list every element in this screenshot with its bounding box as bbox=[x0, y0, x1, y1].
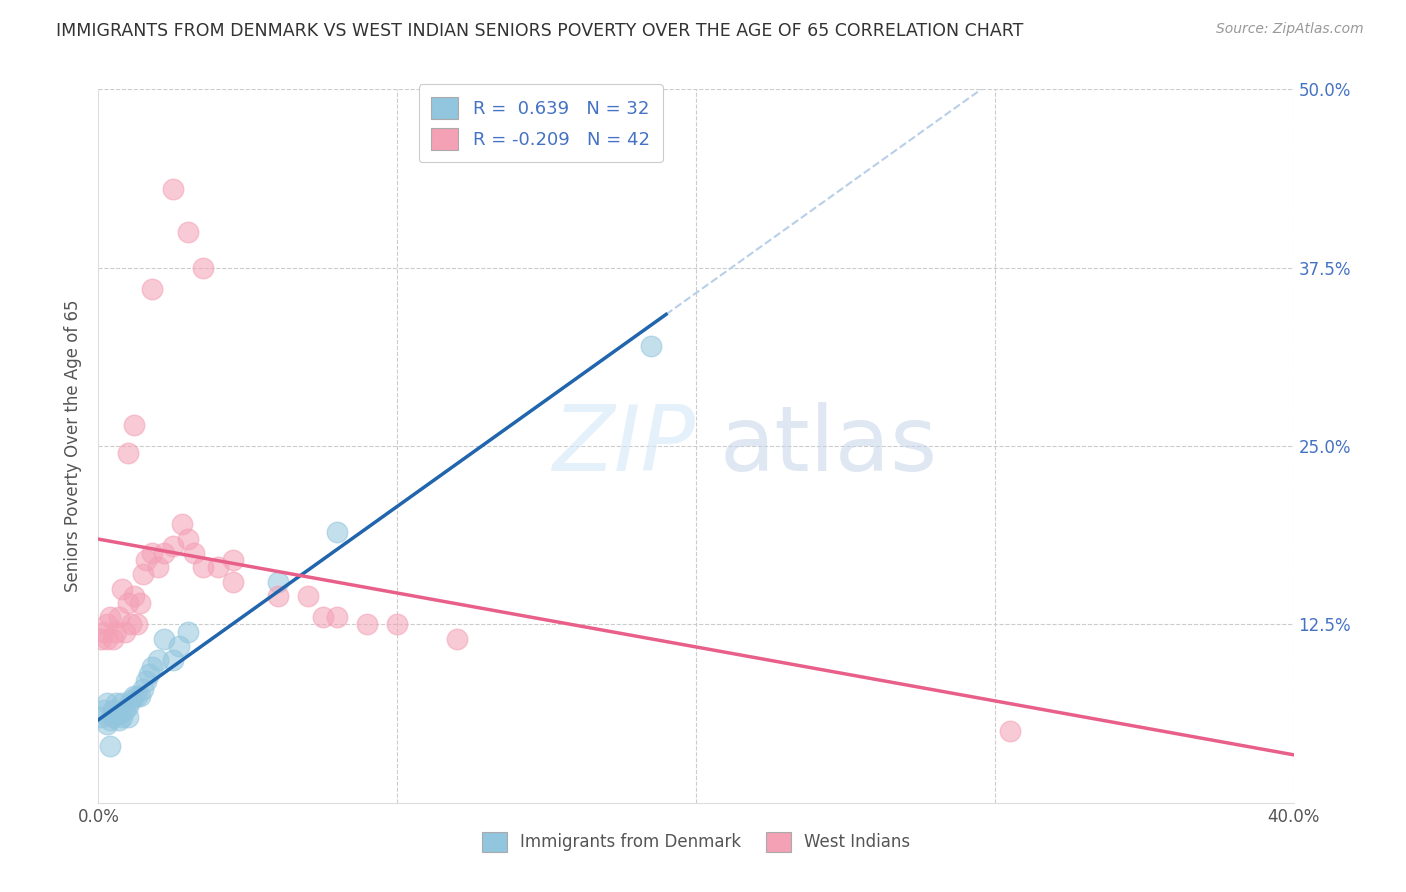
Point bbox=[114, 703, 136, 717]
Point bbox=[297, 589, 319, 603]
Point bbox=[117, 710, 139, 724]
Point bbox=[124, 689, 146, 703]
Point bbox=[148, 653, 170, 667]
Point bbox=[138, 667, 160, 681]
Point bbox=[98, 713, 122, 727]
Point bbox=[90, 710, 112, 724]
Point bbox=[93, 624, 115, 639]
Point bbox=[167, 639, 190, 653]
Point bbox=[177, 624, 200, 639]
Point bbox=[177, 225, 200, 239]
Point bbox=[108, 610, 131, 624]
Point bbox=[98, 610, 122, 624]
Point bbox=[108, 707, 131, 722]
Point bbox=[127, 617, 149, 632]
Point bbox=[114, 624, 136, 639]
Point bbox=[103, 703, 125, 717]
Point bbox=[117, 446, 139, 460]
Point bbox=[267, 574, 290, 589]
Point bbox=[124, 417, 146, 432]
Point bbox=[153, 632, 176, 646]
Point bbox=[267, 589, 290, 603]
Text: atlas: atlas bbox=[720, 402, 938, 490]
Point bbox=[162, 182, 184, 196]
Point bbox=[111, 710, 134, 724]
Point bbox=[96, 617, 118, 632]
Point bbox=[93, 703, 115, 717]
Point bbox=[222, 574, 245, 589]
Point bbox=[129, 596, 152, 610]
Text: ZIP: ZIP bbox=[553, 402, 696, 490]
Point bbox=[96, 632, 118, 646]
Point bbox=[162, 653, 184, 667]
Point bbox=[191, 260, 214, 275]
Point bbox=[141, 546, 163, 560]
Point bbox=[120, 617, 142, 632]
Point bbox=[172, 517, 194, 532]
Point bbox=[98, 739, 122, 753]
Point bbox=[183, 546, 205, 560]
Point bbox=[120, 693, 142, 707]
Point bbox=[385, 617, 409, 632]
Point bbox=[135, 553, 157, 567]
Point bbox=[207, 560, 229, 574]
Point bbox=[103, 632, 125, 646]
Point bbox=[311, 610, 333, 624]
Point bbox=[162, 539, 184, 553]
Point bbox=[96, 717, 118, 731]
Point bbox=[222, 553, 245, 567]
Point bbox=[326, 610, 349, 624]
Point bbox=[141, 282, 163, 296]
Point bbox=[153, 546, 176, 560]
Point bbox=[105, 624, 128, 639]
Point bbox=[356, 617, 378, 632]
Point bbox=[177, 532, 200, 546]
Point bbox=[90, 632, 112, 646]
Point bbox=[132, 681, 155, 696]
Text: Source: ZipAtlas.com: Source: ZipAtlas.com bbox=[1216, 22, 1364, 37]
Point bbox=[132, 567, 155, 582]
Point bbox=[640, 339, 662, 353]
Point bbox=[124, 589, 146, 603]
Point bbox=[998, 724, 1021, 739]
Point bbox=[111, 582, 134, 596]
Text: IMMIGRANTS FROM DENMARK VS WEST INDIAN SENIORS POVERTY OVER THE AGE OF 65 CORREL: IMMIGRANTS FROM DENMARK VS WEST INDIAN S… bbox=[56, 22, 1024, 40]
Point bbox=[148, 560, 170, 574]
Point bbox=[103, 710, 125, 724]
Legend: Immigrants from Denmark, West Indians: Immigrants from Denmark, West Indians bbox=[475, 825, 917, 859]
Point bbox=[105, 696, 128, 710]
Point bbox=[141, 660, 163, 674]
Point bbox=[446, 632, 468, 646]
Point bbox=[117, 698, 139, 713]
Y-axis label: Seniors Poverty Over the Age of 65: Seniors Poverty Over the Age of 65 bbox=[65, 300, 83, 592]
Point bbox=[191, 560, 214, 574]
Point bbox=[108, 713, 131, 727]
Point bbox=[111, 696, 134, 710]
Point bbox=[96, 696, 118, 710]
Point bbox=[135, 674, 157, 689]
Point bbox=[129, 689, 152, 703]
Point bbox=[127, 689, 149, 703]
Point bbox=[117, 596, 139, 610]
Point bbox=[326, 524, 349, 539]
